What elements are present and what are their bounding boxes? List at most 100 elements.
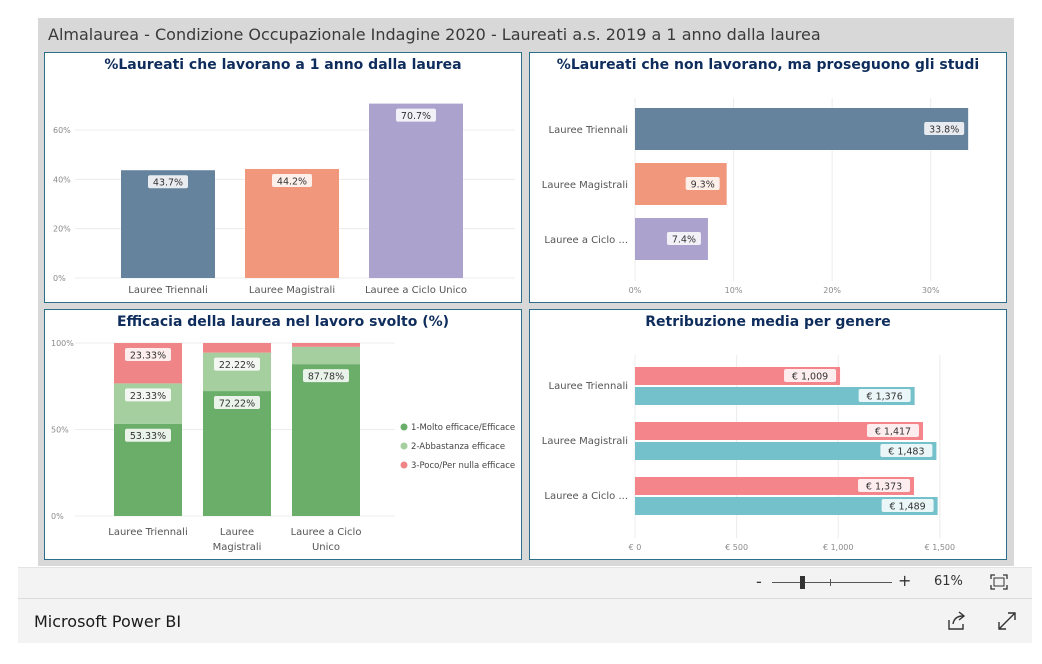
x-tick-label: 0% <box>629 286 642 295</box>
x-tick-label: € 0 <box>629 543 642 552</box>
stack-segment-2 <box>203 343 271 353</box>
data-label-bg <box>214 357 260 371</box>
x-category-label: Lauree Magistrali <box>249 285 335 296</box>
data-label-bg <box>880 444 933 457</box>
stack-segment-1 <box>292 346 360 365</box>
chart-title: %Laureati che lavorano a 1 anno dalla la… <box>104 57 462 73</box>
bar-1 <box>245 168 339 278</box>
data-label: € 1,009 <box>792 372 828 383</box>
data-label-bg <box>858 389 911 402</box>
bar-1-2 <box>635 497 938 515</box>
y-tick-label: 0% <box>51 512 64 521</box>
fit-to-page-icon[interactable] <box>990 574 1008 590</box>
chart-panel-salary[interactable]: Retribuzione media per genere € 0 € 500 € … <box>529 309 1007 560</box>
report-canvas: Almalaurea - Condizione Occupazionale In… <box>38 18 1014 566</box>
chart-title: Retribuzione media per genere <box>645 314 891 330</box>
data-label-2: 7.4% <box>672 235 696 246</box>
stack-segment-0 <box>203 391 271 516</box>
data-label-bg <box>866 424 919 437</box>
data-label-2: 70.7% <box>401 111 431 122</box>
chart-panel-studying[interactable]: %Laureati che non lavorano, ma proseguon… <box>529 52 1007 303</box>
x-tick-label: € 1,500 <box>925 543 956 552</box>
bar-2 <box>369 103 463 279</box>
zoom-slider-track[interactable] <box>772 582 892 583</box>
share-icon[interactable] <box>946 610 968 632</box>
chart-panel-efficacy[interactable]: Efficacia della laurea nel lavoro svolto… <box>44 309 522 560</box>
data-label-bg <box>858 479 911 492</box>
data-label-1-bg <box>272 173 312 187</box>
x-tick-label: 20% <box>823 286 841 295</box>
data-label-bg <box>303 369 349 383</box>
stack-segment-0 <box>292 364 360 516</box>
bar-0-1 <box>635 422 923 440</box>
data-label-2-bg <box>666 232 701 245</box>
y-category-label: Lauree Magistrali <box>542 180 628 191</box>
data-label-1: 9.3% <box>691 180 715 191</box>
data-label-bg <box>125 388 171 402</box>
chart-title: %Laureati che non lavorano, ma proseguon… <box>556 57 980 73</box>
data-label: € 1,483 <box>888 447 924 458</box>
y-category-label: Lauree a Ciclo ... <box>544 491 628 502</box>
x-tick-label: 30% <box>922 286 940 295</box>
data-label-0: 43.7% <box>153 178 183 189</box>
legend-swatch-1 <box>400 442 408 450</box>
x-tick-label: 10% <box>725 286 743 295</box>
y-tick-label: 50% <box>51 426 69 435</box>
data-label-0-bg <box>148 175 188 189</box>
chart-panel-employed[interactable]: %Laureati che lavorano a 1 anno dalla la… <box>44 52 522 303</box>
y-category-label: Lauree Magistrali <box>542 436 628 447</box>
y-tick-label: 60% <box>53 126 71 135</box>
data-label-2-bg <box>396 108 436 122</box>
data-label-1-bg <box>685 177 720 190</box>
bar-0 <box>635 108 969 150</box>
y-tick-label: 100% <box>51 339 74 348</box>
y-tick-label: 0% <box>53 274 66 283</box>
y-category-label: Lauree a Ciclo ... <box>544 235 628 246</box>
data-label-bg <box>881 499 934 512</box>
x-category-label: Lauree Triennali <box>108 527 187 538</box>
chart-salary-svg: € 0 € 500 € 1,000 € 1,500 € 1,009 € 1,376 Laur… <box>542 355 956 552</box>
x-category-label: Lauree a Ciclo <box>291 527 362 538</box>
legend-swatch-0 <box>400 423 408 431</box>
brand-link[interactable]: Microsoft Power BI <box>34 612 182 631</box>
powerbi-footer: Microsoft Power BI <box>18 598 1032 643</box>
data-label: 23.33% <box>130 391 166 402</box>
bar-1-0 <box>635 387 915 405</box>
data-label: 22.22% <box>219 360 255 371</box>
zoom-bar: - + 61% <box>18 567 1032 598</box>
legend-label-0: 1-Molto efficace/Efficace <box>411 423 515 433</box>
data-label: 23.33% <box>130 351 166 362</box>
stack-segment-2 <box>292 343 360 347</box>
y-tick-label: 40% <box>53 175 71 184</box>
x-tick-label: € 1,000 <box>823 543 854 552</box>
x-category-label: Lauree a Ciclo Unico <box>365 285 467 296</box>
y-category-label: Lauree Triennali <box>549 381 628 392</box>
data-label: € 1,373 <box>866 482 902 493</box>
chart-employed-svg: 0% 20% 40% 60% 43.7% Lauree Triennali 44.2% Lau… <box>53 103 515 296</box>
data-label-0: 33.8% <box>929 125 959 136</box>
data-label: 53.33% <box>130 431 166 442</box>
chart-title: Efficacia della laurea nel lavoro svolto… <box>116 314 450 330</box>
expand-icon[interactable] <box>996 610 1018 632</box>
data-label-1: 44.2% <box>277 176 307 187</box>
y-tick-label: 20% <box>53 225 71 234</box>
x-category-label: Magistrali <box>213 542 262 553</box>
bar-0-2 <box>635 477 915 495</box>
data-label: 87.78% <box>308 372 344 383</box>
bar-1-1 <box>635 442 937 460</box>
chart-studying-svg: 0% 10% 20% 30% 33.8% Lauree Triennali 9.3% Laur… <box>542 98 969 295</box>
zoom-out-button[interactable]: - <box>756 572 762 591</box>
x-tick-label: € 500 <box>725 543 748 552</box>
x-category-label: Unico <box>312 542 340 553</box>
chart-efficacy-svg: 0% 50% 100% 53.33% 23.33% 23.33% Lauree Trienn… <box>51 339 515 553</box>
data-label: 72.22% <box>219 399 255 410</box>
y-category-label: Lauree Triennali <box>549 125 628 136</box>
data-label-bg <box>125 428 171 442</box>
x-category-label: Lauree <box>220 527 254 538</box>
x-category-label: Lauree Triennali <box>128 285 207 296</box>
zoom-slider-thumb[interactable] <box>800 576 805 589</box>
zoom-in-button[interactable]: + <box>898 571 912 590</box>
legend-swatch-2 <box>400 461 408 469</box>
data-label-bg <box>214 396 260 410</box>
zoom-level: 61% <box>934 574 963 589</box>
